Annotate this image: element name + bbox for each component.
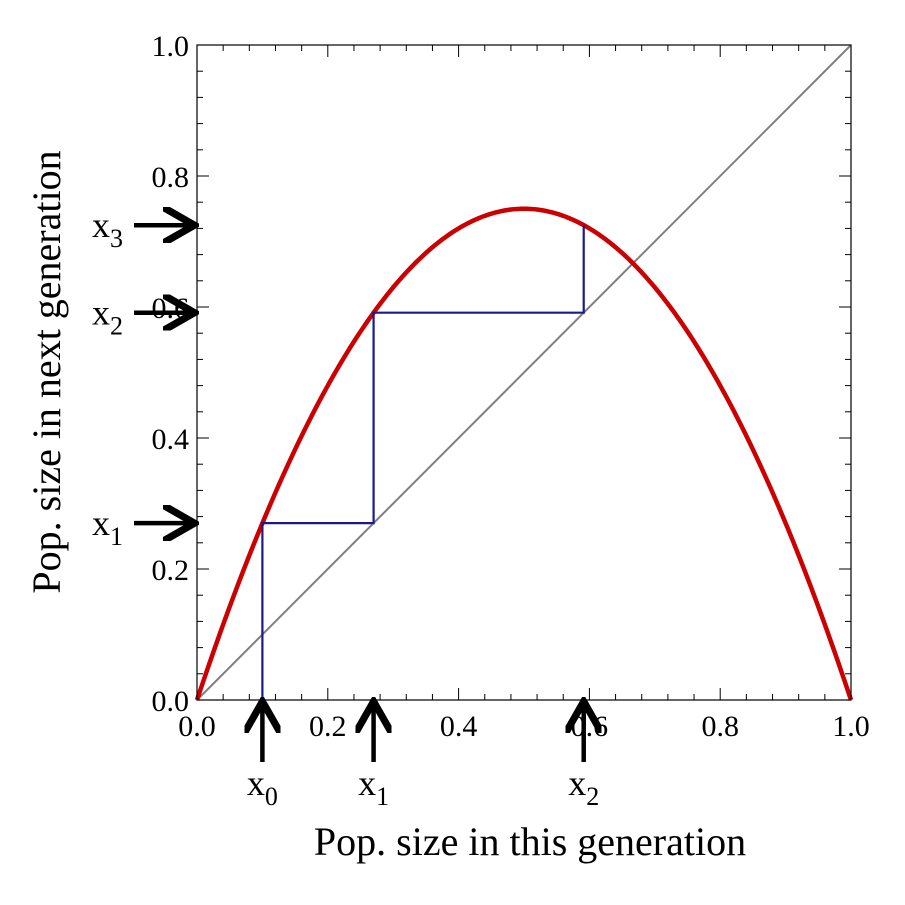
- x-tick-label: 0.4: [440, 710, 478, 743]
- x-tick-label: 0.6: [571, 710, 609, 743]
- x-arrow-label: x2: [568, 763, 599, 811]
- cobweb-path: [261, 225, 585, 700]
- x-tick-label: 0.2: [309, 710, 347, 743]
- plot-area: [194, 44, 854, 701]
- x-tick-label: 0.8: [701, 710, 739, 743]
- axis-ticks: [196, 44, 852, 701]
- y-arrow-label: x3: [92, 205, 123, 253]
- y-tick-label: 0.8: [152, 161, 190, 194]
- logistic-curve: [194, 206, 854, 701]
- y-arrow-label: x2: [92, 293, 123, 341]
- y-axis-title: Pop. size in next generation: [24, 150, 69, 593]
- y-tick-label: 1.0: [152, 30, 190, 63]
- y-tick-label: 0.4: [152, 423, 190, 456]
- y-tick-label: 0.0: [152, 685, 190, 718]
- tick-labels: 0.0 0.2 0.4 0.6 0.8 1.0 0.0 0.2 0.4 0.6 0.8 1.0: [152, 30, 870, 743]
- x-arrow-label: x1: [358, 763, 389, 811]
- x-axis-title: Pop. size in this generation: [314, 819, 746, 864]
- x-arrow-label: x0: [247, 763, 278, 811]
- y-tick-label: 0.2: [152, 554, 190, 587]
- iteration-annotations: x0 x1 x2 x1 x2 x3: [92, 205, 599, 811]
- diagonal-line: [196, 44, 852, 701]
- y-arrow-label: x1: [92, 503, 123, 551]
- y-tick-label: 0.6: [152, 292, 190, 325]
- plot-frame: [196, 44, 852, 701]
- x-tick-label: 1.0: [832, 710, 870, 743]
- x-tick-label: 0.0: [178, 710, 216, 743]
